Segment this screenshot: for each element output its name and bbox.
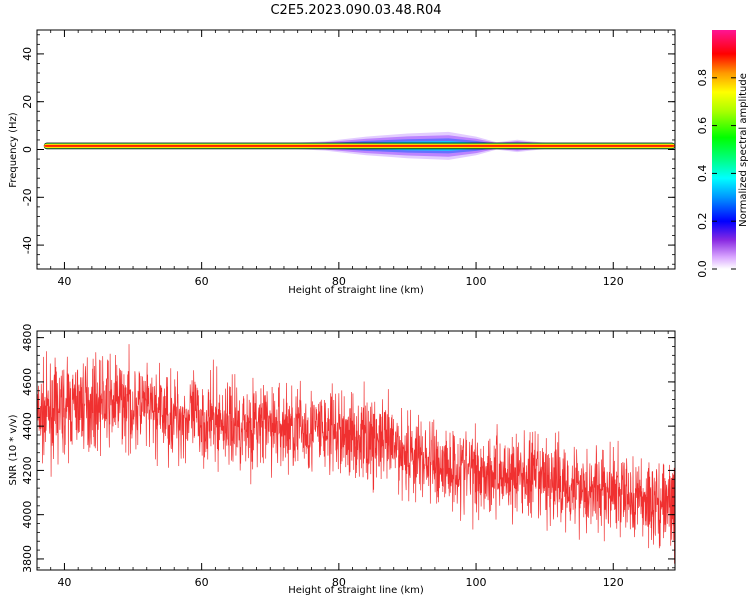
colorbar-tick-label: 0.2 [696,212,709,230]
spectrogram-panel: 40 60 80 100 120 -40 -20 0 20 40 Height of straig… [8,29,676,296]
x-tick-label: 120 [603,576,624,589]
snr-ticks: 40 60 80 100 120 3800 4000 4200 4400 4600 4800 [21,324,675,589]
x-tick-label: 100 [466,275,487,288]
x-tick-label: 80 [332,275,346,288]
y-tick-label: 4600 [21,368,34,396]
colorbar-tick-label: 0.8 [696,69,709,87]
snr-ylabel: SNR (10 * v/v) [8,414,19,485]
y-tick-label: -40 [21,236,34,254]
x-tick-label: 60 [195,576,209,589]
snr-series-line [37,344,675,564]
spectrogram-area [43,131,675,160]
snr-frame [36,330,676,571]
colorbar-ticks: 0.0 0.2 0.4 0.6 0.8 [696,69,736,278]
x-tick-label: 40 [57,576,71,589]
y-tick-label: 4800 [21,324,34,352]
x-tick-label: 120 [603,275,624,288]
x-tick-label: 60 [195,275,209,288]
y-tick-label: 0 [21,146,34,153]
colorbar-label: Normalized spectral amplitude [738,73,749,227]
spectrogram-xlabel: Height of straight line (km) [288,285,424,296]
x-tick-label: 100 [466,576,487,589]
x-tick-label: 40 [57,275,71,288]
colorbar: 0.0 0.2 0.4 0.6 0.8 Normalized spectral ampl… [696,30,749,278]
figure-title: C2E5.2023.090.03.48.R04 [270,3,441,18]
x-tick-label: 80 [332,576,346,589]
snr-xlabel: Height of straight line (km) [288,585,424,596]
y-tick-label: 40 [21,47,34,61]
y-tick-label: 3800 [21,545,34,573]
spectrogram-ticks: 40 60 80 100 120 -40 -20 0 20 40 [21,30,675,288]
y-tick-label: 20 [21,95,34,109]
colorbar-gradient [712,30,736,269]
ridge-band [43,145,675,147]
colorbar-tick-label: 0.6 [696,117,709,135]
spectrogram-ylabel: Frequency (Hz) [8,112,19,188]
y-tick-label: 4200 [21,456,34,484]
y-tick-label: -20 [21,188,34,206]
snr-panel: 40 60 80 100 120 3800 4000 4200 4400 4600 4800 Hei… [8,324,676,596]
colorbar-tick-label: 0.4 [696,165,709,183]
colorbar-tick-label: 0.0 [696,260,709,278]
y-tick-label: 4400 [21,412,34,440]
y-tick-label: 4000 [21,501,34,529]
